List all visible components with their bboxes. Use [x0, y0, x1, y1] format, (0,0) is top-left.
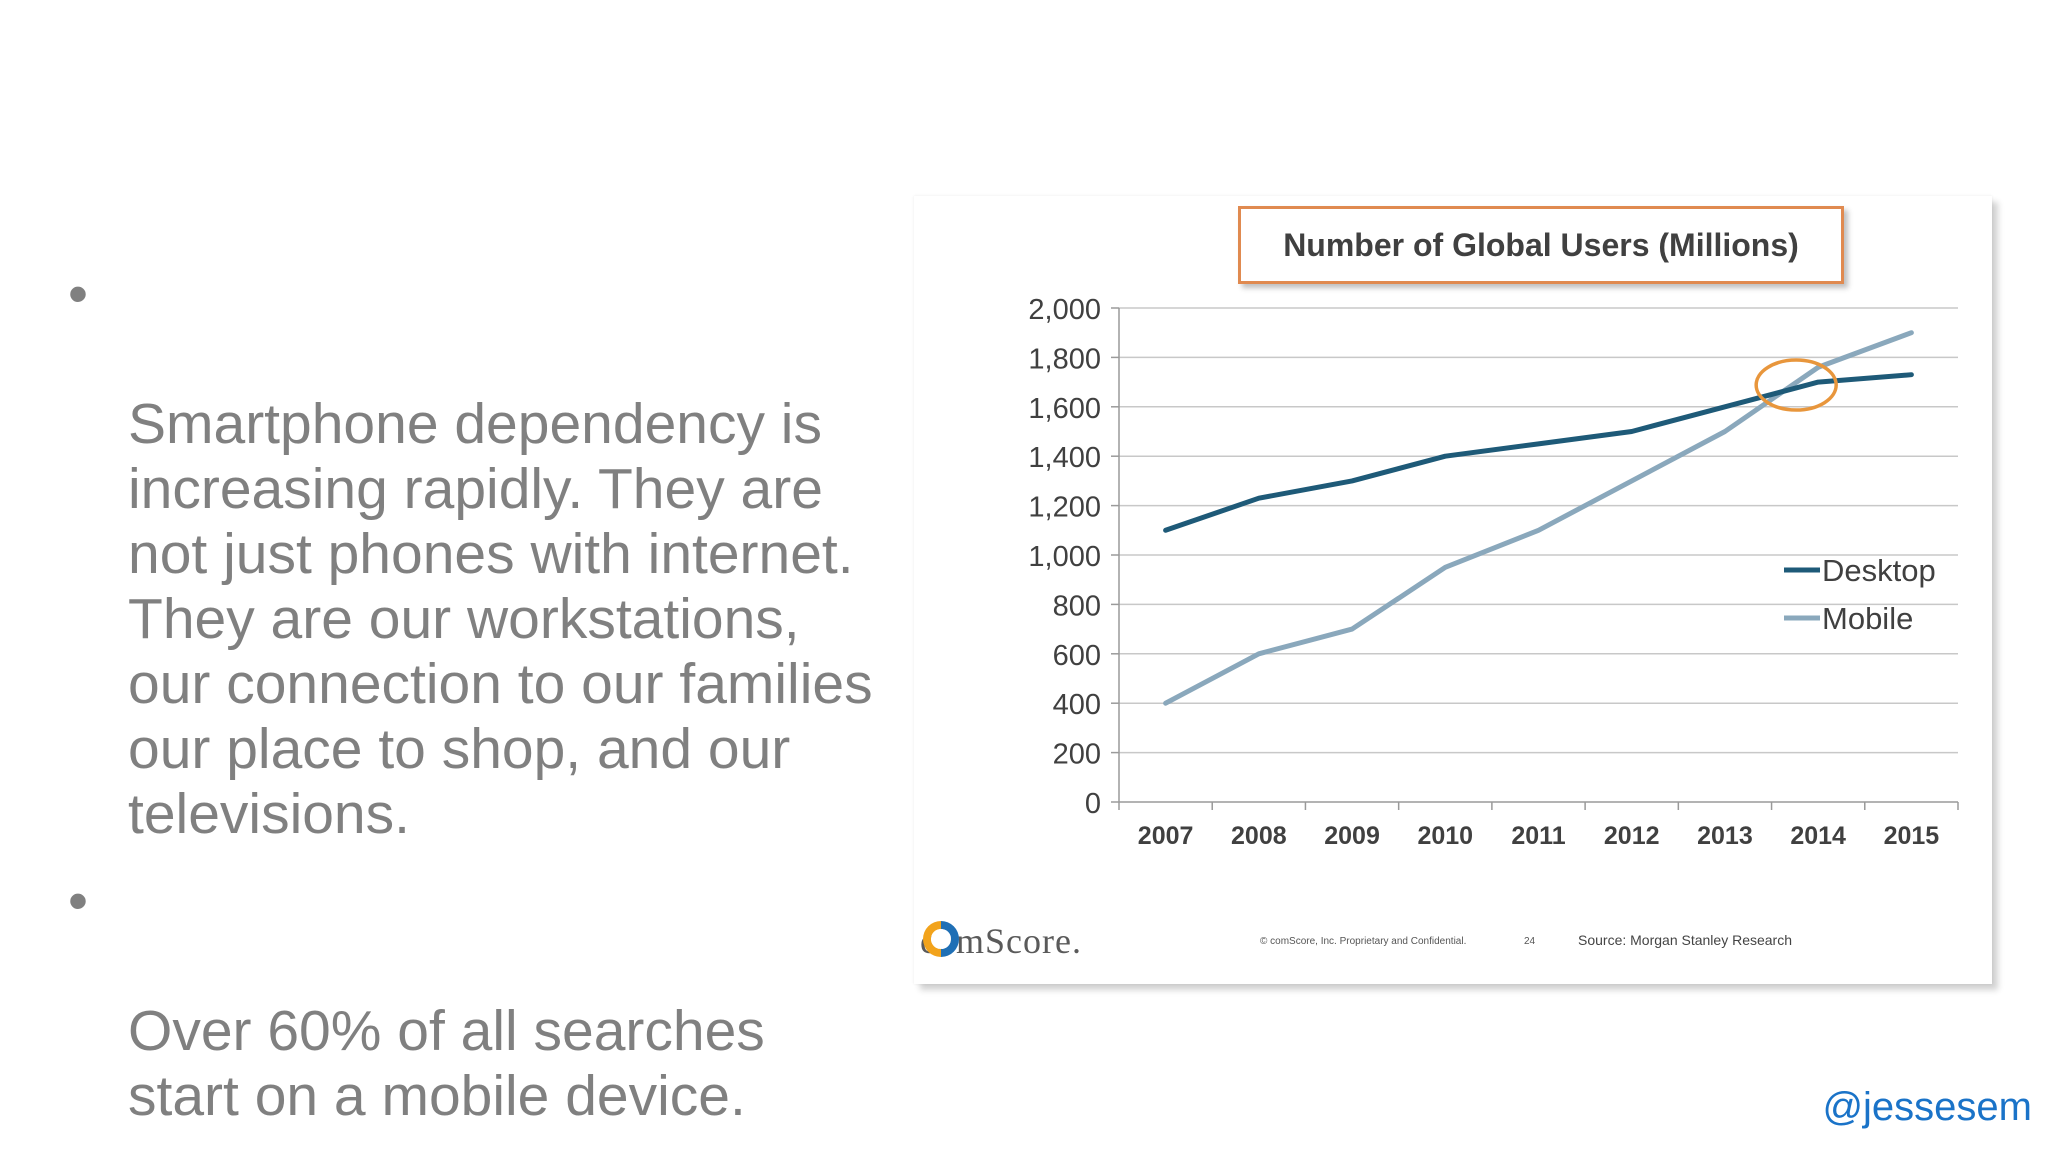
- y-tick-label: 2,000: [1028, 294, 1101, 326]
- y-tick-label: 1,400: [1028, 442, 1101, 474]
- chart-title: Number of Global Users (Millions): [1238, 206, 1844, 284]
- twitter-handle[interactable]: @jessesem: [1822, 1085, 2032, 1129]
- y-tick-label: 1,200: [1028, 492, 1101, 524]
- x-tick-label: 2012: [1604, 822, 1660, 850]
- comscore-logo: comScore.: [920, 918, 1082, 964]
- source-text: Source: Morgan Stanley Research: [1578, 932, 1792, 948]
- bullet-marker: •: [68, 262, 88, 326]
- y-tick-label: 200: [1053, 739, 1101, 771]
- x-tick-label: 2013: [1697, 822, 1753, 850]
- bullet-item-1: • Smartphone dependency is increasing ra…: [62, 262, 942, 847]
- y-tick-label: 800: [1053, 590, 1101, 622]
- bullet-text: Smartphone dependency is increasing rapi…: [128, 392, 873, 846]
- chart-card: 0 200 400 600 800 1,000 1,200 1,400 1,600 1,800 2,…: [914, 196, 1992, 984]
- y-tick-label: 0: [1085, 788, 1101, 820]
- y-tick-label: 600: [1053, 640, 1101, 672]
- bullet-text: Over 60% of all searches start on a mobi…: [128, 999, 765, 1128]
- line-chart: 0 200 400 600 800 1,000 1,200 1,400 1,600 1,800 2,…: [1028, 294, 1959, 850]
- highlight-circle: [1754, 358, 1838, 412]
- bullet-item-2: • Over 60% of all searches start on a mo…: [62, 869, 942, 1129]
- page-number: 24: [1524, 936, 1536, 947]
- x-tick-label: 2010: [1417, 822, 1473, 850]
- legend-label-mobile: Mobile: [1822, 601, 1913, 636]
- copyright-text: © comScore, Inc. Proprietary and Confide…: [1260, 936, 1467, 947]
- y-tick-label: 1,600: [1028, 393, 1101, 425]
- x-tick-label: 2008: [1231, 822, 1287, 850]
- x-tick-label: 2014: [1790, 822, 1846, 850]
- y-tick-label: 1,000: [1028, 541, 1101, 573]
- bullet-list: • Smartphone dependency is increasing ra…: [62, 262, 942, 1151]
- x-tick-label: 2011: [1511, 822, 1565, 850]
- legend-label-desktop: Desktop: [1822, 553, 1936, 588]
- x-tick-label: 2015: [1884, 822, 1940, 850]
- x-tick-label: 2009: [1324, 822, 1380, 850]
- chart-footer: comScore. © comScore, Inc. Proprietary a…: [914, 918, 1992, 968]
- x-tick-label: 2007: [1138, 822, 1194, 850]
- bullet-marker: •: [68, 869, 88, 933]
- series-line-desktop: [1163, 372, 1914, 533]
- comscore-logo-icon: [923, 921, 959, 957]
- y-tick-label: 400: [1053, 689, 1101, 721]
- y-tick-label: 1,800: [1028, 343, 1101, 375]
